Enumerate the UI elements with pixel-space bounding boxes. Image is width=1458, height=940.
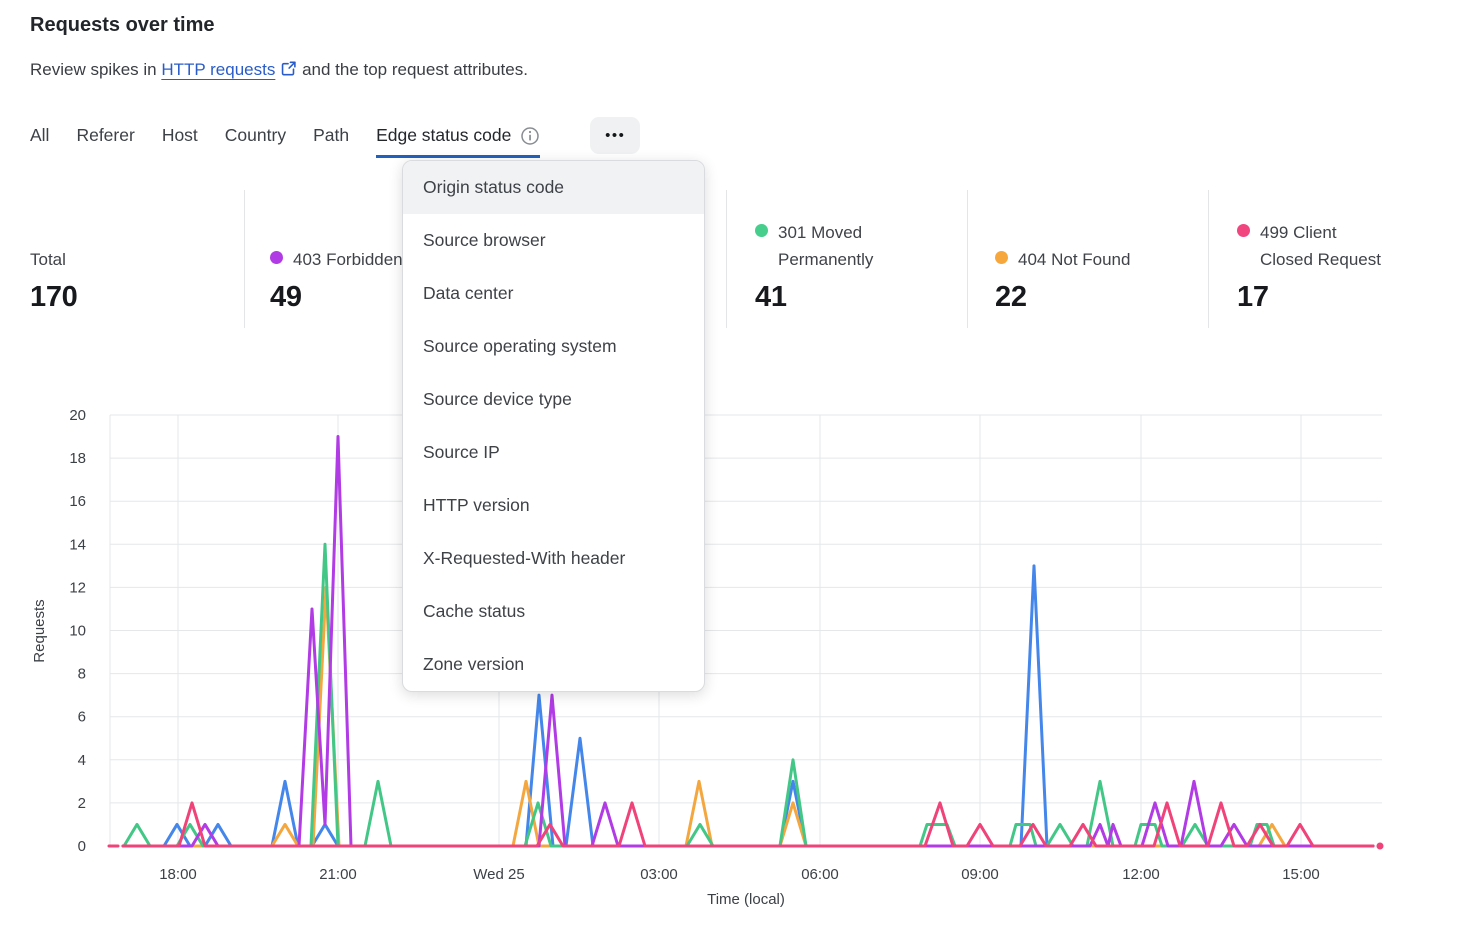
stats-divider [726,190,727,328]
stat-403-forbidden[interactable]: 403 Forbidden 49 [270,192,403,312]
series-end-dot [1376,842,1384,850]
tab-referer[interactable]: Referer [76,116,134,158]
tab-country[interactable]: Country [225,116,286,158]
y-tick-label: 8 [78,666,86,683]
menu-item-x-requested-with-header[interactable]: X-Requested-With header [423,548,626,568]
stat-total: Total 170 [30,192,78,312]
stat-label: 499 Client Closed Request [1260,223,1381,269]
y-tick-label: 14 [69,536,86,553]
x-axis-title: Time (local) [707,891,785,908]
legend-dot [755,224,768,238]
x-tick-label: 18:00 [159,866,197,883]
stat-value: 41 [755,281,787,313]
menu-item-source-browser[interactable]: Source browser [423,230,546,250]
menu-item-source-ip[interactable]: Source IP [423,442,500,462]
page-subtitle: Review spikes in HTTP requests and the t… [30,60,528,80]
legend-dot [995,250,1008,264]
menu-item-origin-status-code[interactable]: Origin status code [403,161,704,214]
x-tick-label: Wed 25 [473,866,524,883]
y-tick-label: 18 [69,450,86,467]
external-link-icon [282,61,297,76]
subtitle-text: Review spikes in [30,60,162,79]
y-tick-label: 10 [69,623,86,640]
y-axis-title: Requests [31,599,48,662]
x-tick-label: 15:00 [1282,866,1320,883]
info-icon[interactable] [520,126,540,146]
series-301-moved-permanently [121,542,1375,848]
stat-label: 404 Not Found [1018,249,1131,269]
x-tick-label: 09:00 [961,866,999,883]
y-tick-label: 12 [69,579,86,596]
series-499-client-closed-request [121,801,1375,848]
stat-value: 22 [995,281,1027,313]
tab-label: Country [224,125,287,145]
menu-item-source-device-type[interactable]: Source device type [423,389,572,409]
series-403-forbidden [121,435,1375,848]
stat-404-not-found[interactable]: 404 Not Found 22 [995,192,1130,312]
page-title: Requests over time [30,14,215,36]
x-tick-label: 06:00 [801,866,839,883]
tab-path[interactable]: Path [313,116,349,158]
stat-value: 170 [30,281,78,313]
stats-divider [967,190,968,328]
series-hidden-by-menu [121,564,1375,848]
menu-item-data-center[interactable]: Data center [423,283,514,303]
legend-dot [270,250,283,264]
menu-item-http-version[interactable]: HTTP version [423,495,530,515]
legend-dot [1237,224,1250,238]
tab-edge-status-code[interactable]: Edge status code [376,116,541,158]
stat-label: Total [30,249,66,269]
stat-301-moved-permanently[interactable]: 301 Moved Permanently 41 [755,192,904,312]
tab-host[interactable]: Host [162,116,198,158]
stat-label: 403 Forbidden [293,249,403,269]
menu-item-zone-version[interactable]: Zone version [423,654,525,674]
stats-divider [244,190,245,328]
stat-499-client-closed-request[interactable]: 499 Client Closed Request 17 [1237,192,1386,312]
y-tick-label: 6 [78,709,86,726]
x-tick-label: 03:00 [640,866,678,883]
subtitle-text: and the top request attributes. [297,60,528,79]
tab-all[interactable]: All [30,116,49,158]
menu-item-cache-status[interactable]: Cache status [423,601,526,621]
stat-label: 301 Moved Permanently [778,223,874,269]
y-tick-label: 4 [78,752,86,769]
tab-label: Edge status code [376,125,512,145]
more-tabs-button[interactable]: ••• [590,116,641,154]
attribute-tabs-bar: All Referer Host Country Path Edge status cod… [30,116,641,158]
y-tick-label: 0 [78,838,86,855]
tab-label: Host [161,125,198,145]
stat-value: 49 [270,281,302,313]
stats-divider [1208,190,1209,328]
y-tick-label: 2 [78,795,86,812]
http-requests-link[interactable]: HTTP requests [161,60,276,79]
y-tick-label: 20 [69,407,86,424]
tab-label: Path [313,125,350,145]
stat-value: 17 [1237,281,1269,313]
x-tick-label: 21:00 [319,866,357,883]
tab-label: Referer [76,125,135,145]
attribute-dropdown-menu: Origin status code Source browser Data cen… [402,160,705,692]
y-tick-label: 16 [69,493,86,510]
menu-item-source-operating-system[interactable]: Source operating system [423,336,617,356]
tab-label: All [30,125,50,145]
x-tick-label: 12:00 [1122,866,1160,883]
